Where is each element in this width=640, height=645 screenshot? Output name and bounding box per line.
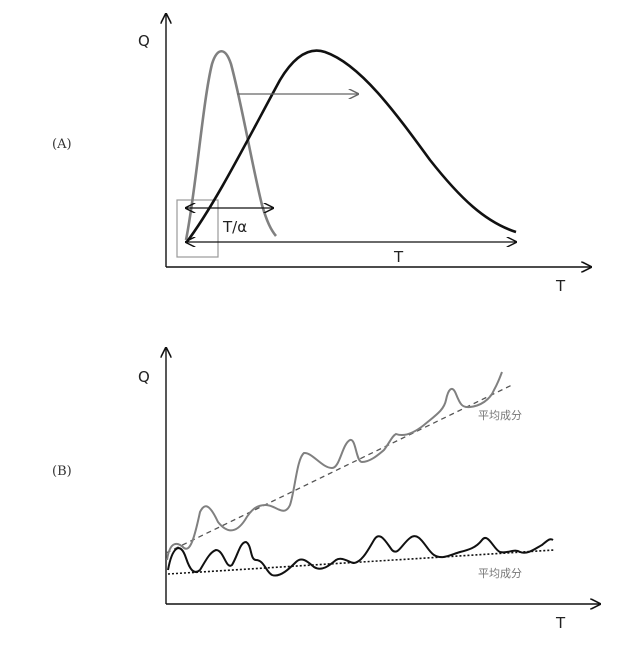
panel-b-y-axis-label: Q	[138, 368, 150, 386]
panel-b-x-axis-label: T	[555, 614, 566, 632]
panel-b: (B) Q T 平均成分 平均成分	[52, 348, 600, 632]
panel-a-short-curve	[186, 51, 276, 240]
panel-b-tag: (B)	[52, 464, 72, 479]
panel-b-upper-trend-label: 平均成分	[478, 409, 522, 422]
panel-b-upper-trend-line	[166, 385, 512, 553]
panel-a-long-span-label: T	[393, 248, 404, 266]
panel-a: (A) Q T T/α T	[52, 14, 591, 295]
panel-a-short-span-label: T/α	[222, 218, 247, 236]
panel-a-x-axis-label: T	[555, 277, 566, 295]
panel-a-tag: (A)	[52, 137, 72, 152]
panel-b-lower-trend-label: 平均成分	[478, 567, 522, 580]
panel-a-y-axis-label: Q	[138, 32, 150, 50]
panel-b-upper-series	[167, 372, 502, 560]
